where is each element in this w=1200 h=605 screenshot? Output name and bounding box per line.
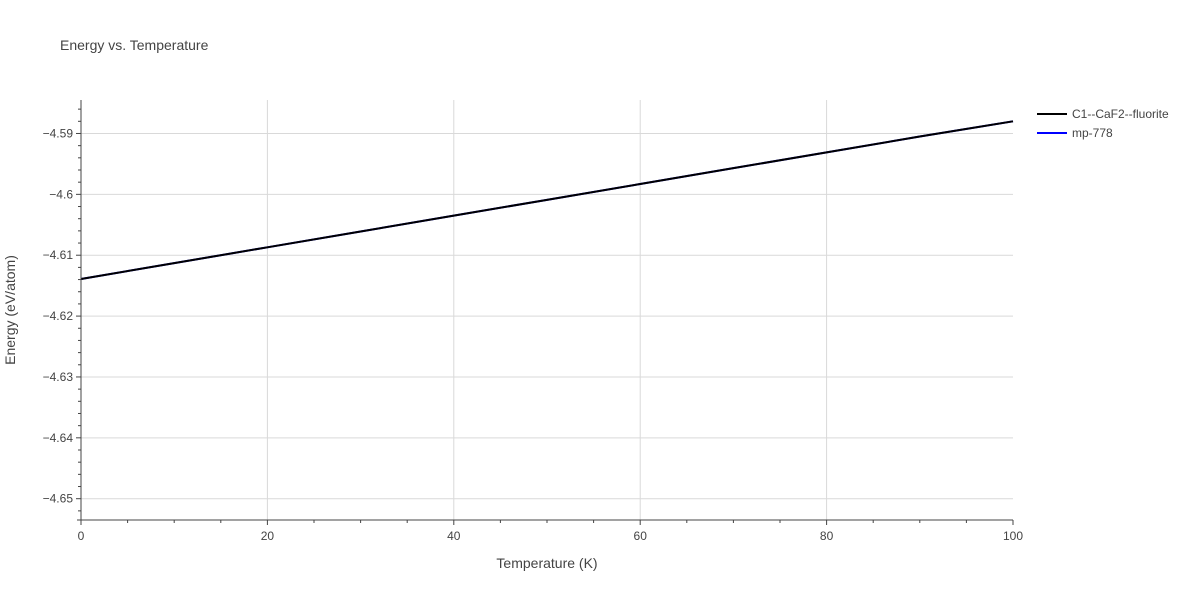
legend-item[interactable]: C1--CaF2--fluorite <box>1037 107 1169 121</box>
y-tick-label: −4.65 <box>43 492 74 506</box>
x-tick-label: 20 <box>261 529 275 543</box>
legend[interactable]: C1--CaF2--fluorite mp-778 <box>1037 107 1169 140</box>
legend-label: C1--CaF2--fluorite <box>1072 107 1169 121</box>
x-tick-label: 100 <box>1003 529 1023 543</box>
y-tick-label: −4.6 <box>49 187 73 201</box>
x-tick-label: 60 <box>634 529 648 543</box>
legend-item[interactable]: mp-778 <box>1037 126 1113 140</box>
y-axis-title: Energy (eV/atom) <box>2 255 18 365</box>
x-tick-label: 0 <box>78 529 85 543</box>
y-tick-label: −4.64 <box>43 431 74 445</box>
chart-title: Energy vs. Temperature <box>60 37 209 53</box>
x-axis-title: Temperature (K) <box>496 555 597 571</box>
series-lines <box>80 120 1014 280</box>
x-tick-label: 80 <box>820 529 834 543</box>
x-tick-label: 40 <box>447 529 461 543</box>
y-tick-label: −4.59 <box>43 126 74 140</box>
grid <box>81 100 1013 520</box>
y-tick-label: −4.63 <box>43 370 74 384</box>
y-tick-label: −4.62 <box>43 309 74 323</box>
series-line-c1-caf2-fluorite <box>80 120 1014 280</box>
legend-label: mp-778 <box>1072 126 1113 140</box>
axes: 0 20 40 60 80 100 −4.65 −4.64 −4.63 −4.62 −4.61 −4.… <box>43 100 1023 543</box>
y-tick-label: −4.61 <box>43 248 74 262</box>
